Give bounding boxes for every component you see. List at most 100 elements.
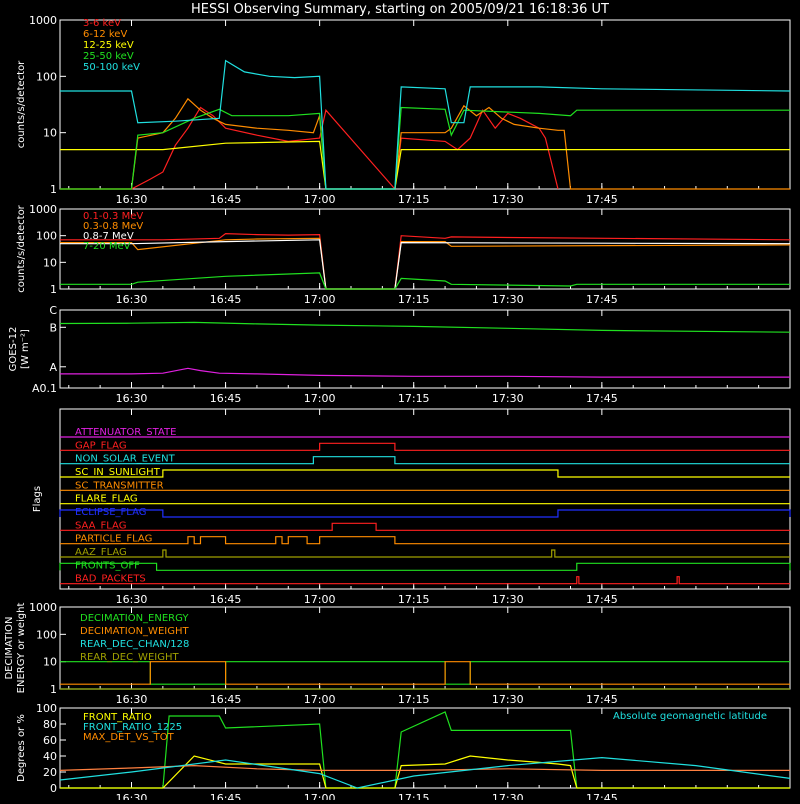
flag-line-fronts-off: [59, 562, 791, 571]
lowE-legend-item: 25-50 keV: [83, 51, 134, 62]
lowE-ytick-label: 1000: [29, 14, 57, 27]
front-frame: [59, 707, 791, 789]
lowE-ytick-label: 10: [43, 127, 57, 140]
decim-ylabel: DECIMATION: [4, 616, 15, 679]
front-ytick-label: 0: [50, 782, 57, 795]
decim-series-decimation-weight: [60, 661, 790, 685]
flags-xtick-label: 17:30: [492, 593, 524, 606]
highE-xtick-label: 16:30: [116, 293, 148, 306]
lowE-xtick-label: 17:00: [304, 193, 336, 206]
decim-xtick-label: 17:00: [304, 693, 336, 706]
decim-legend-item: REAR_DEC_CHAN/128: [80, 639, 189, 650]
lowE-legend-item: 3-6 keV: [83, 18, 121, 29]
decim-xtick-label: 17:15: [398, 693, 430, 706]
chart-title: HESSI Observing Summary, starting on 200…: [191, 2, 609, 17]
flags-xtick-label: 17:00: [304, 593, 336, 606]
flag-label: BAD_PACKETS: [75, 574, 146, 585]
lowE-xtick-label: 17:30: [492, 193, 524, 206]
front-ylabel: Degrees or %: [16, 714, 27, 782]
highE-legend-item: 0.3-0.8 MeV: [83, 221, 143, 232]
highE-xtick-label: 16:45: [210, 293, 242, 306]
front-legend-item: FRONT_RATIO_1225: [83, 722, 182, 733]
goes-frame: [59, 309, 791, 389]
lowE-legend-item: 12-25 keV: [83, 40, 134, 51]
flag-label: NON_SOLAR_EVENT: [75, 454, 176, 465]
goes-xtick-label: 17:15: [398, 392, 430, 405]
highE-series-0-8-7-mev: [60, 239, 791, 290]
highE-frame: [59, 208, 791, 290]
lowE-xtick-label: 17:15: [398, 193, 430, 206]
highE-xtick-label: 17:30: [492, 293, 524, 306]
lowE-series-50-100-kev: [60, 59, 791, 190]
highE-ylabel: counts/s/detector: [16, 204, 27, 292]
goes-xtick-label: 17:45: [586, 392, 618, 405]
goes-ytick-label: B: [49, 321, 57, 334]
flag-label: SC_TRANSMITTER: [75, 480, 164, 491]
flag-label: GAP_FLAG: [75, 440, 127, 451]
highE-series-7-20-mev: [60, 272, 790, 290]
flags-frame: [59, 408, 791, 590]
front-ytick-label: 100: [36, 702, 57, 715]
highE-legend-item: 0.8-7 MeV: [83, 231, 134, 242]
front-ytick-label: 40: [43, 750, 57, 763]
flag-line-sc-in-sunlight: [60, 469, 790, 478]
decim-legend-item: REAR_DEC_WEIGHT: [80, 652, 179, 663]
flag-line-gap-flag: [60, 442, 790, 451]
goes-ytick-label: C: [49, 304, 57, 317]
flag-label: FRONTS_OFF: [75, 560, 140, 571]
lowE-legend-item: 6-12 keV: [83, 29, 127, 40]
front-ytick-label: 80: [43, 718, 57, 731]
front-xtick-label: 17:45: [586, 792, 618, 800]
decim-ytick-label: 1: [50, 683, 57, 696]
front-xtick-label: 17:15: [398, 792, 430, 800]
decim-series-decimation-energy: [60, 661, 790, 685]
highE-xtick-label: 17:15: [398, 293, 430, 306]
flag-label: AAZ_FLAG: [75, 547, 127, 558]
front-series-absolute-geomagnetic-latitude: [59, 756, 791, 789]
highE-series-0-1-0-3-mev: [60, 232, 791, 290]
flags-ylabel: Flags: [32, 486, 43, 512]
lowE-series-12-25-kev: [60, 140, 790, 190]
highE-ytick-label: 1: [50, 283, 57, 296]
highE-ytick-label: 100: [36, 230, 57, 243]
decim-xtick-label: 17:30: [492, 693, 524, 706]
decim-legend-item: DECIMATION_ENERGY: [80, 613, 189, 624]
front-xtick-label: 17:30: [492, 792, 524, 800]
goes-series-goes-short: [60, 367, 790, 378]
front-series-max-det-vs-tot: [59, 764, 790, 772]
goes-xtick-label: 17:00: [304, 392, 336, 405]
goes-ytick-label: A: [49, 361, 57, 374]
goes-xtick-label: 16:30: [116, 392, 148, 405]
highE-ytick-label: 1000: [29, 203, 57, 216]
flag-line-bad-packets: [60, 576, 790, 585]
flag-line-aaz-flag: [60, 549, 790, 558]
front-ytick-label: 60: [43, 734, 57, 747]
lowE-ylabel: counts/s/detector: [16, 60, 27, 148]
front-xtick-label: 17:00: [304, 792, 336, 800]
front-xtick-label: 16:30: [116, 792, 148, 800]
flag-line-eclipse-flag: [59, 509, 791, 518]
decim-xtick-label: 17:45: [586, 693, 618, 706]
flags-xtick-label: 17:45: [586, 593, 618, 606]
decim-xtick-label: 16:45: [210, 693, 242, 706]
lowE-series-25-50-kev: [60, 106, 790, 190]
goes-series-goes-long: [59, 321, 791, 333]
lowE-ytick-label: 1: [50, 183, 57, 196]
lowE-series-6-12-kev: [60, 97, 790, 190]
flag-line-particle-flag: [60, 536, 790, 545]
flag-label: SAA_FLAG: [75, 520, 126, 531]
front-legend-item: Absolute geomagnetic latitude: [613, 711, 767, 722]
front-legend-item: MAX_DET_VS_TOT: [83, 732, 175, 743]
lowE-legend-item: 50-100 keV: [83, 62, 140, 73]
flag-label: ECLIPSE_FLAG: [75, 507, 146, 518]
goes-ylabel: GOES-12: [8, 327, 19, 372]
highE-series-0-3-0-8-mev: [60, 237, 791, 290]
front-ytick-label: 20: [43, 766, 57, 779]
highE-legend-item: 0.1-0.3 MeV: [83, 211, 143, 222]
decim-legend-item: DECIMATION_WEIGHT: [80, 626, 189, 637]
flags-xtick-label: 16:45: [210, 593, 242, 606]
flag-label: FLARE_FLAG: [75, 494, 138, 505]
decim-ytick-label: 1000: [29, 601, 57, 614]
